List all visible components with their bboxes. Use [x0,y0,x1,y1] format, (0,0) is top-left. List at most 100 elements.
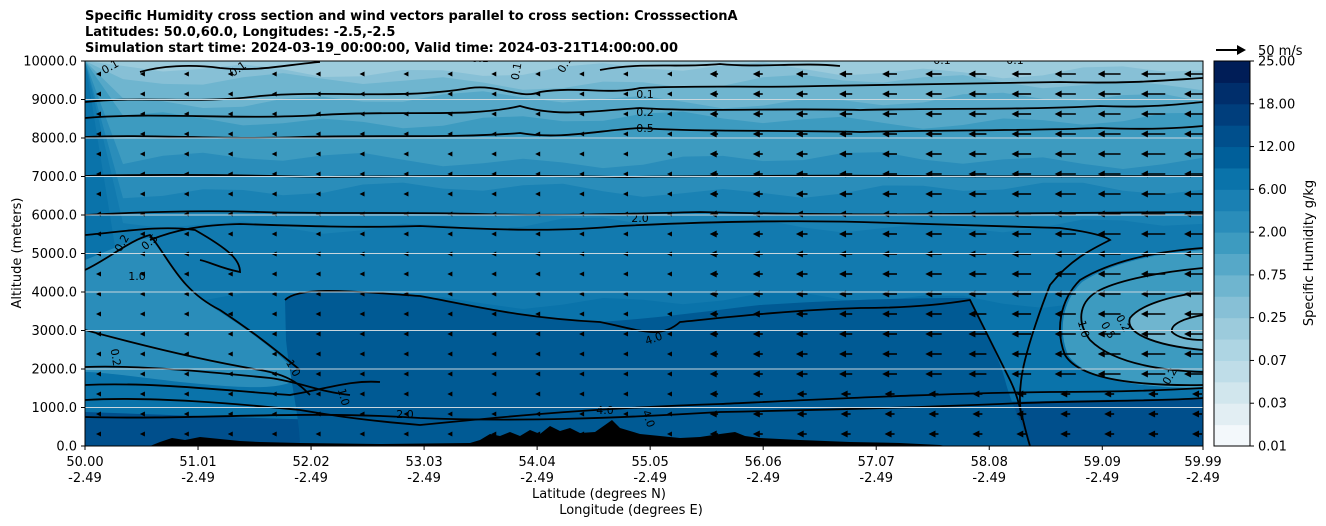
wind-vector [579,271,585,277]
wind-vector [227,371,233,377]
wind-vector [579,131,585,137]
wind-vector [139,291,145,297]
wind-vector [709,270,719,278]
wind-vector [227,271,233,277]
wind-vector [271,291,277,297]
wind-vector [1192,430,1202,438]
wind-vector [315,271,321,277]
y-axis-label: Altitude (meters) [10,198,25,309]
colorbar-tick-label: 0.75 [1258,268,1287,283]
wind-vector [491,351,497,357]
wind-vector [359,71,365,77]
colorbar-tick-label: 6.00 [1258,183,1287,198]
wind-vector [839,110,853,118]
wind-vector [227,331,233,337]
colorbar-tick-label: 0.25 [1258,311,1287,326]
x-tick-label-lat: 59.09 [1084,455,1121,470]
wind-vector [359,91,365,97]
wind-vector [535,91,541,97]
wind-vector [1148,390,1159,398]
wind-vector [709,210,719,218]
wind-vector [1054,170,1076,178]
contour-line [85,101,1203,119]
wind-vector [839,370,853,378]
wind-vector [535,271,541,277]
colorbar-segment [1214,403,1250,426]
wind-vector [752,90,763,98]
wind-vector [1140,150,1166,158]
wind-legend-arrowhead [1237,45,1246,55]
wind-vector [359,271,365,277]
wind-vector [623,151,629,157]
wind-vector [623,391,629,397]
wind-vector [1054,330,1076,338]
wind-vector [403,111,409,117]
wind-vector [491,431,497,437]
wind-vector [1140,90,1166,98]
wind-vector [139,271,145,277]
wind-vector [1011,210,1032,218]
wind-vector [271,91,277,97]
colorbar-tick-label: 12.00 [1258,140,1295,155]
x-tick-label-lat: 53.03 [405,455,442,470]
wind-vector [709,190,719,198]
wind-vector [447,171,453,177]
wind-vector [271,411,277,417]
wind-vector [968,190,987,198]
wind-vector [1184,150,1203,158]
wind-vector [315,71,321,77]
colorbar-segment [1214,210,1250,233]
contour-label: 0.1 [1006,54,1024,67]
wind-vector [623,271,629,277]
wind-vector [882,330,897,338]
wind-vector [227,311,233,317]
wind-vector [403,131,409,137]
wind-vector [1016,390,1027,398]
wind-vector [271,331,277,337]
wind-vector [403,431,409,437]
wind-vector [491,71,497,77]
wind-vector [579,151,585,157]
wind-vector [666,411,672,417]
contour-label: 4.0 [643,330,664,348]
wind-vector [579,71,585,77]
wind-vector [491,91,497,97]
wind-vector [491,131,497,137]
wind-vector [96,371,101,377]
wind-vector [839,270,853,278]
wind-vector [972,430,983,438]
wind-vector [1011,230,1032,238]
wind-vector [1184,130,1203,138]
wind-vector [96,131,101,137]
wind-vector [1148,430,1159,438]
wind-vector [227,111,233,117]
wind-vector [96,411,101,417]
wind-vector [752,210,763,218]
wind-vector [183,191,189,197]
wind-vector [925,130,942,138]
wind-vector [96,351,101,357]
wind-vector [882,110,897,118]
wind-vector [709,90,719,98]
wind-vector [315,131,321,137]
chart-subtitle-times: Simulation start time: 2024-03-19_00:00:… [85,41,678,56]
wind-vector [447,391,453,397]
wind-vector [535,131,541,137]
wind-vector [709,430,719,438]
wind-vector [535,71,541,77]
wind-vector [1060,410,1071,418]
colorbar: 0.01 0.03 0.07 0.25 0.75 2.00 6.00 12.00 18.00 25… [1213,55,1295,455]
wind-vector [447,351,453,357]
colorbar-segment [1214,167,1250,190]
wind-vector [1060,430,1071,438]
wind-vector [491,191,497,197]
wind-vector [359,231,365,237]
colorbar-label: Specific Humidity g/kg [1302,180,1317,326]
terrain [150,420,946,446]
wind-vector [709,110,719,118]
wind-vector [752,130,763,138]
wind-vector [1097,170,1121,178]
contour-label: 0.2 [108,348,124,367]
wind-vector [1184,370,1203,378]
